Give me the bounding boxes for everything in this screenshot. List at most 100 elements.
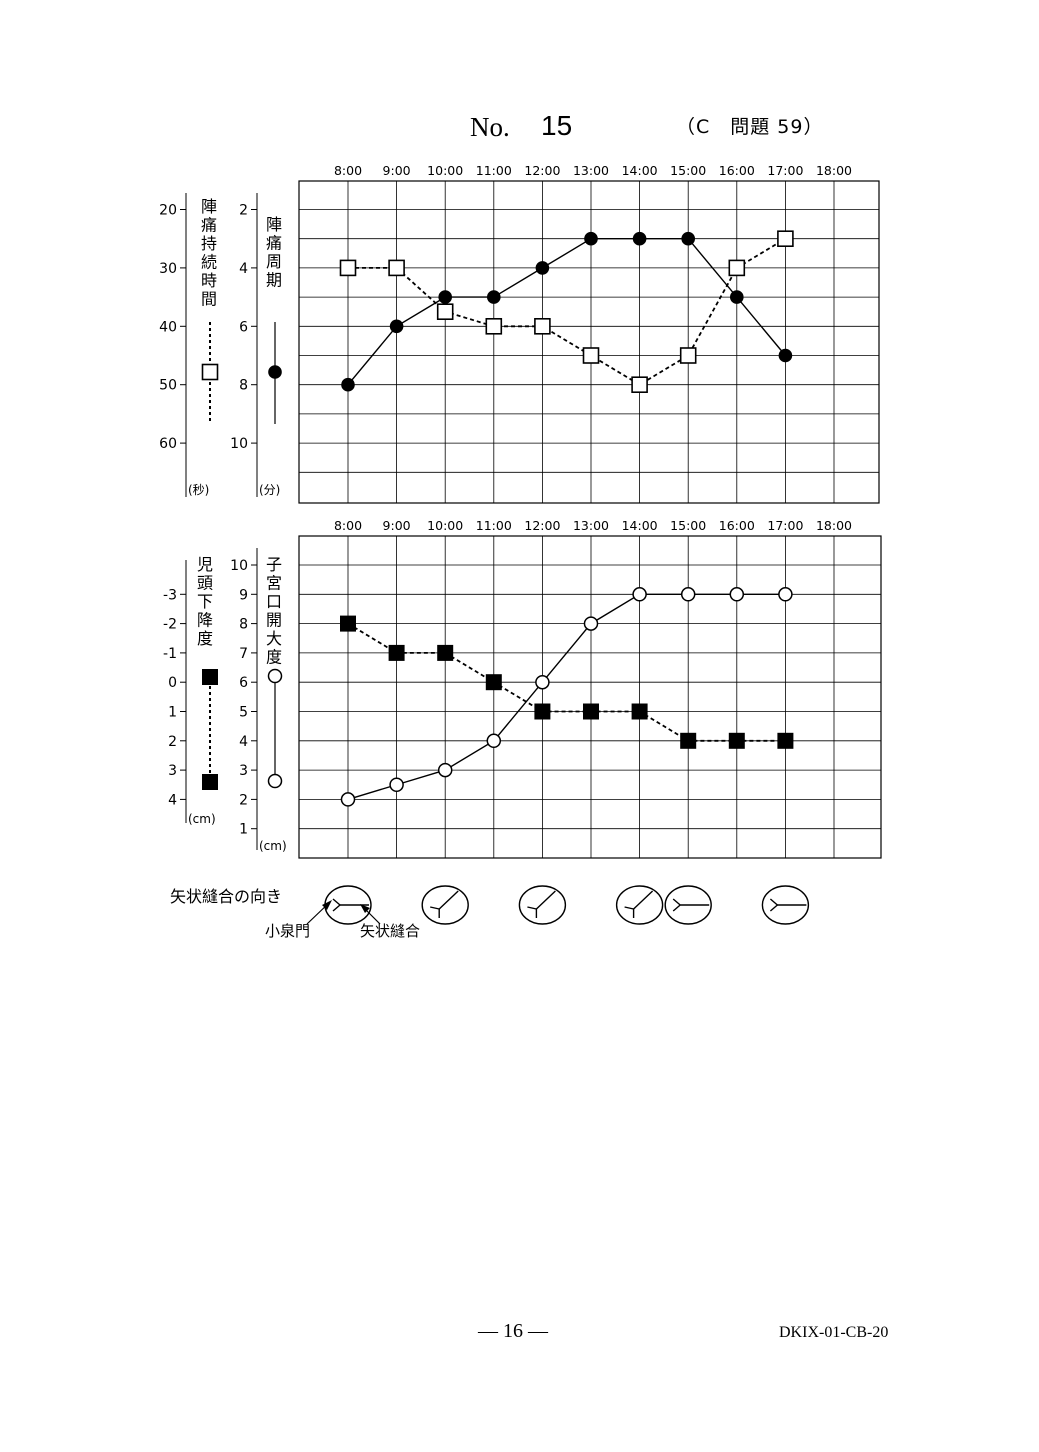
series-line [347,237,786,386]
left-legend [201,322,219,424]
data-point [729,587,745,602]
x-tick-label: 13:00 [573,163,609,178]
x-tick-label: 11:00 [476,163,512,178]
x-tick-label: 12:00 [524,163,560,178]
left-axis-title-char: 頭 [197,574,213,593]
fontanelle-branch [332,904,341,912]
right-axis-title-char: 口 [266,592,282,611]
data-point [679,347,697,364]
x-tick-label: 13:00 [573,518,609,533]
labor-progress-chart: 8:00 9:00 10:00 11:00 12:00 13:00 14:00 15:00 16… [163,518,882,859]
left-axis-tick-label: -1 [163,646,177,662]
right-axis-tick-label: 7 [239,646,248,662]
right-axis-tick-label: 2 [239,792,248,808]
right-axis-tick-label: 2 [239,203,248,219]
x-tick-label: 10:00 [427,163,463,178]
legend-marker [201,363,219,381]
left-axis-unit: (cm) [188,812,216,826]
series-right [340,587,793,807]
left-axis-title-char: 度 [197,629,213,648]
fontanelle-arrowhead [322,900,332,910]
left-axis-tick-label: 1 [168,705,177,721]
data-point [389,319,404,334]
data-point [388,644,405,661]
suture-line [438,890,459,910]
right-axis-tick-label: 8 [239,617,248,633]
data-point [584,231,598,246]
suture-head-icon [664,885,712,925]
x-tick-label: 14:00 [622,163,658,178]
head-outline [421,885,469,925]
legend-marker [202,669,218,685]
left-axis-title-char: 痛 [201,216,217,235]
data-point [582,347,600,364]
fontanelle-branch [672,898,681,906]
x-tick-label: 9:00 [383,163,411,178]
data-point [486,733,502,749]
right-axis-tick-label: 3 [239,763,248,779]
data-point [632,231,647,246]
fontanelle-branch [624,906,634,910]
x-tick-label: 12:00 [524,518,560,533]
right-axis-title-char: 周 [266,252,282,271]
fontanelle-branch [769,904,778,912]
data-point [340,792,356,807]
series-left [340,615,794,749]
data-point [485,674,502,691]
x-tick-label: 16:00 [719,518,755,533]
legend-marker [267,773,283,789]
data-point [583,703,599,720]
suture-head-icon [615,885,664,925]
right-axis-title-char: 期 [266,271,282,290]
suture-title: 矢状縫合の向き [170,887,282,906]
data-point [728,732,745,749]
data-point [777,230,794,247]
head-outline [615,885,664,925]
page-header: No. 15 （C 問題 59） [0,108,1039,148]
data-point [534,317,551,335]
x-tick-label: 15:00 [670,518,706,533]
data-point [437,762,453,778]
x-tick-label: 16:00 [719,163,755,178]
x-tick-label: 17:00 [767,518,803,533]
right-axis-title-char: 開 [266,611,282,630]
data-point [778,587,793,602]
left-axis-title-char: 児 [197,555,213,574]
fontanelle-label: 小泉門 [265,922,310,940]
right-axis-tick-label: 10 [230,436,248,452]
data-point [388,259,405,277]
data-point [728,259,746,277]
question-reference: （C 問題 59） [676,116,824,138]
left-axis-title-char: 持 [201,234,217,253]
data-point [778,348,793,363]
legend-marker [268,365,282,379]
data-point [339,259,357,277]
suture-head-icon [518,885,567,925]
x-tick-label: 15:00 [670,163,706,178]
x-tick-label: 9:00 [383,518,411,533]
page-number: — 16 — [478,1320,548,1342]
x-tick-label: 8:00 [334,163,362,178]
data-point [632,587,647,602]
grid [298,180,880,504]
fontanelle-branch [527,906,537,910]
left-axis-unit: (秒) [188,483,209,497]
data-point [631,703,648,720]
document-code: DKIX-01-CB-20 [779,1324,889,1341]
plot-border [298,180,880,504]
suture-arrowhead [360,904,370,913]
x-tick-label: 17:00 [767,163,803,178]
legend-marker [267,668,283,684]
right-axis-tick-label: 1 [239,822,248,838]
fontanelle-branch [672,904,681,912]
x-tick-label: 18:00 [816,163,852,178]
left-axis-tick-label: 4 [168,792,177,808]
series-left [339,230,794,394]
right-axis-tick-label: 10 [230,558,248,574]
data-point [631,376,648,394]
fontanelle-branch [332,898,341,906]
right-axis-tick-label: 5 [239,705,248,721]
series-line [348,237,786,386]
